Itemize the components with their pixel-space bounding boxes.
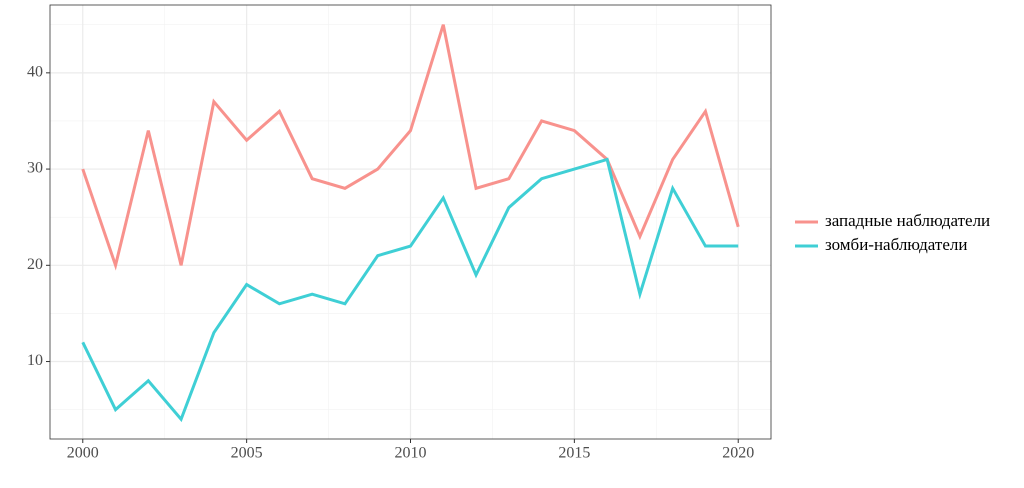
panel-border bbox=[49, 4, 772, 440]
legend-label: зомби-наблюдатели bbox=[825, 235, 967, 254]
x-tick-label: 2010 bbox=[395, 445, 427, 462]
x-tick-label: 2005 bbox=[231, 445, 263, 462]
line bbox=[81, 24, 740, 271]
x-tick-label: 2000 bbox=[67, 445, 99, 462]
legend-label: западные наблюдатели bbox=[825, 211, 990, 230]
x-tick-label: 2015 bbox=[558, 445, 590, 462]
y-tick-label: 20 bbox=[27, 256, 43, 273]
y-tick-label: 10 bbox=[27, 352, 43, 369]
x-tick-label: 2020 bbox=[722, 445, 754, 462]
line bbox=[81, 157, 739, 423]
y-tick-label: 30 bbox=[27, 160, 43, 177]
y-tick-label: 40 bbox=[27, 64, 43, 81]
